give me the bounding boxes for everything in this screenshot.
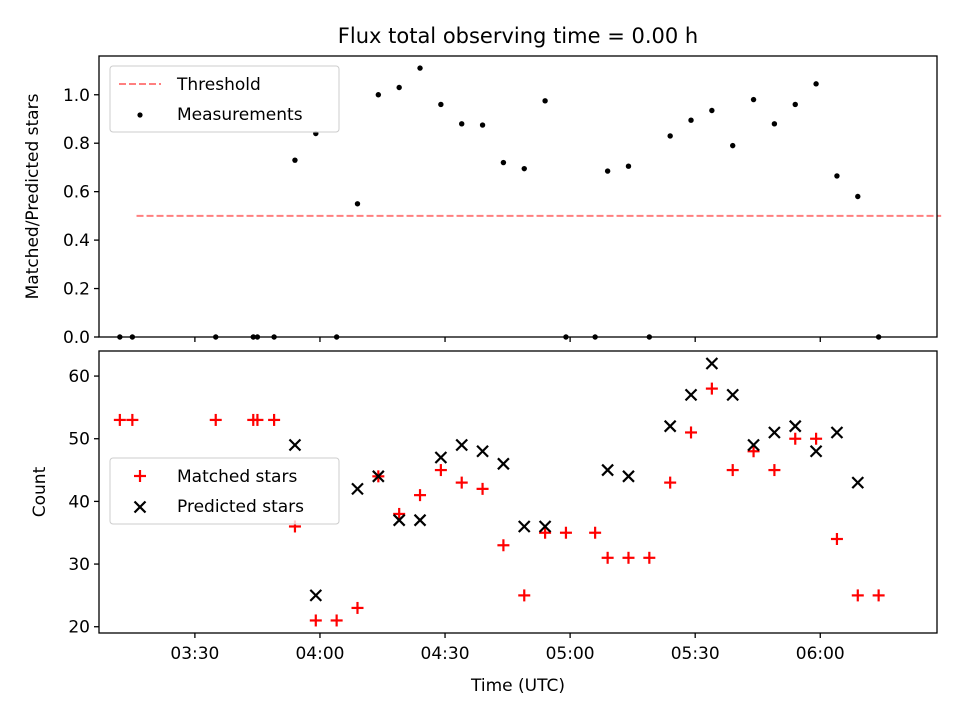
- predicted-star-point: [663, 419, 677, 433]
- ratio-legend-box: [109, 65, 340, 133]
- measurement-point: [792, 101, 798, 108]
- count-legend-box: [109, 457, 340, 525]
- predicted-star-point: [351, 482, 364, 496]
- predicted-star-point: [497, 457, 510, 471]
- measurement-point: [292, 157, 298, 163]
- measurement-point: [521, 165, 527, 172]
- predicted-star-point: [788, 419, 802, 433]
- predicted-star-point: [476, 444, 489, 458]
- legend-measurements-swatch: [137, 112, 143, 118]
- y-tick-label: 30: [68, 555, 90, 575]
- legend-matched-label: Matched stars: [177, 467, 297, 487]
- legend-matched-swatch: [134, 470, 146, 482]
- ratio-x-axis: [194, 337, 821, 342]
- measurement-point: [375, 92, 382, 98]
- predicted-star-point: [309, 589, 323, 602]
- predicted-star-point: [809, 444, 823, 458]
- y-tick-label: 20: [68, 618, 90, 638]
- legend-predicted-label: Predicted stars: [177, 497, 304, 517]
- count-y-axis-label: Count: [30, 466, 50, 517]
- count-x-axis-label: Time (UTC): [470, 676, 565, 696]
- measurement-point: [855, 193, 861, 200]
- measurement-point: [730, 142, 736, 149]
- y-tick-label: 0.8: [63, 134, 90, 154]
- predicted-star-point: [768, 426, 781, 439]
- y-tick-label: 40: [68, 492, 90, 512]
- measurement-point: [834, 173, 840, 179]
- count-legend: Matched stars Predicted stars: [109, 457, 340, 525]
- predicted-star-point: [288, 438, 302, 452]
- measurement-point: [438, 101, 444, 108]
- y-tick-label: 60: [68, 367, 90, 387]
- predicted-star-point: [538, 520, 552, 533]
- count-panel-frame: [98, 350, 938, 634]
- measurement-point: [709, 107, 715, 114]
- legend-threshold-label: Threshold: [176, 75, 261, 95]
- measurement-point: [625, 163, 632, 169]
- x-tick-label: 04:00: [295, 644, 344, 664]
- y-tick-label: 0.0: [63, 328, 90, 348]
- ratio-legend: Threshold Measurements: [109, 65, 340, 133]
- measurement-point: [417, 65, 423, 71]
- legend-predicted-swatch: [133, 500, 147, 514]
- predicted-star-point: [622, 470, 635, 483]
- x-tick-label: 05:00: [546, 644, 595, 664]
- y-tick-label: 1.0: [63, 86, 90, 106]
- x-tick-label: 06:00: [796, 644, 845, 664]
- predicted-star-point: [372, 470, 385, 483]
- predicted-star-point: [705, 357, 719, 370]
- count-panel: 20 30 40 50 60 03:30 04:00 04:30 05:00 05:30 06:0…: [30, 350, 938, 696]
- chart-title: Flux total observing time = 0.00 h: [338, 24, 698, 48]
- predicted-star-point: [392, 513, 406, 527]
- ratio-y-axis-label: Matched/Predicted stars: [23, 93, 43, 299]
- count-y-axis: 20 30 40 50 60: [68, 367, 99, 638]
- measurement-point: [354, 201, 361, 207]
- predicted-star-point: [455, 438, 468, 452]
- y-tick-label: 0.2: [63, 280, 90, 300]
- predicted-star-point: [851, 476, 865, 489]
- measurement-point: [750, 96, 757, 103]
- measurement-point: [479, 122, 486, 128]
- measurement-point: [667, 133, 673, 139]
- ratio-y-axis: 0.0 0.2 0.4 0.6 0.8 1.0: [63, 86, 99, 348]
- ratio-panel: 0.0 0.2 0.4 0.6 0.8 1.0 Matched/Predicted sta…: [23, 55, 942, 348]
- predicted-star-point: [517, 520, 531, 533]
- x-tick-label: 05:30: [671, 644, 720, 664]
- legend-x-mark: [133, 500, 147, 514]
- legend-measurements-label: Measurements: [177, 105, 303, 125]
- measurement-point: [604, 168, 611, 174]
- predicted-star-point: [726, 388, 739, 402]
- y-tick-label: 0.6: [63, 183, 90, 203]
- predicted-star-point: [434, 451, 448, 464]
- measurement-point: [813, 81, 819, 87]
- y-tick-label: 0.4: [63, 231, 90, 251]
- predicted-star-point: [830, 426, 844, 439]
- y-tick-label: 50: [68, 430, 90, 450]
- count-x-axis: 03:30 04:00 04:30 05:00 05:30 06:00: [170, 633, 845, 664]
- measurement-point: [688, 117, 694, 123]
- measurement-point: [771, 121, 778, 127]
- x-tick-label: 03:30: [170, 644, 219, 664]
- ratio-panel-frame: [98, 55, 938, 338]
- measurement-point: [542, 98, 548, 104]
- measurement-point: [459, 121, 465, 127]
- predicted-star-point: [684, 388, 698, 402]
- measurement-point: [500, 159, 507, 166]
- measurement-point: [396, 84, 402, 91]
- x-tick-label: 04:30: [421, 644, 470, 664]
- predicted-star-point: [413, 513, 427, 527]
- predicted-star-point: [601, 463, 614, 477]
- count-plot-area: [113, 357, 885, 627]
- predicted-star-point: [747, 438, 760, 452]
